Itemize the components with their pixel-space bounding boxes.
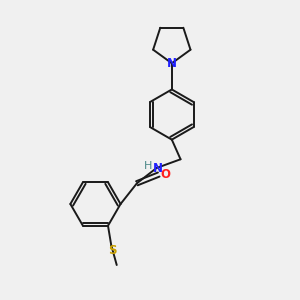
Text: H: H — [144, 161, 152, 171]
Text: O: O — [160, 168, 170, 181]
Text: N: N — [153, 161, 163, 175]
Text: N: N — [167, 57, 177, 70]
Text: S: S — [108, 244, 117, 257]
